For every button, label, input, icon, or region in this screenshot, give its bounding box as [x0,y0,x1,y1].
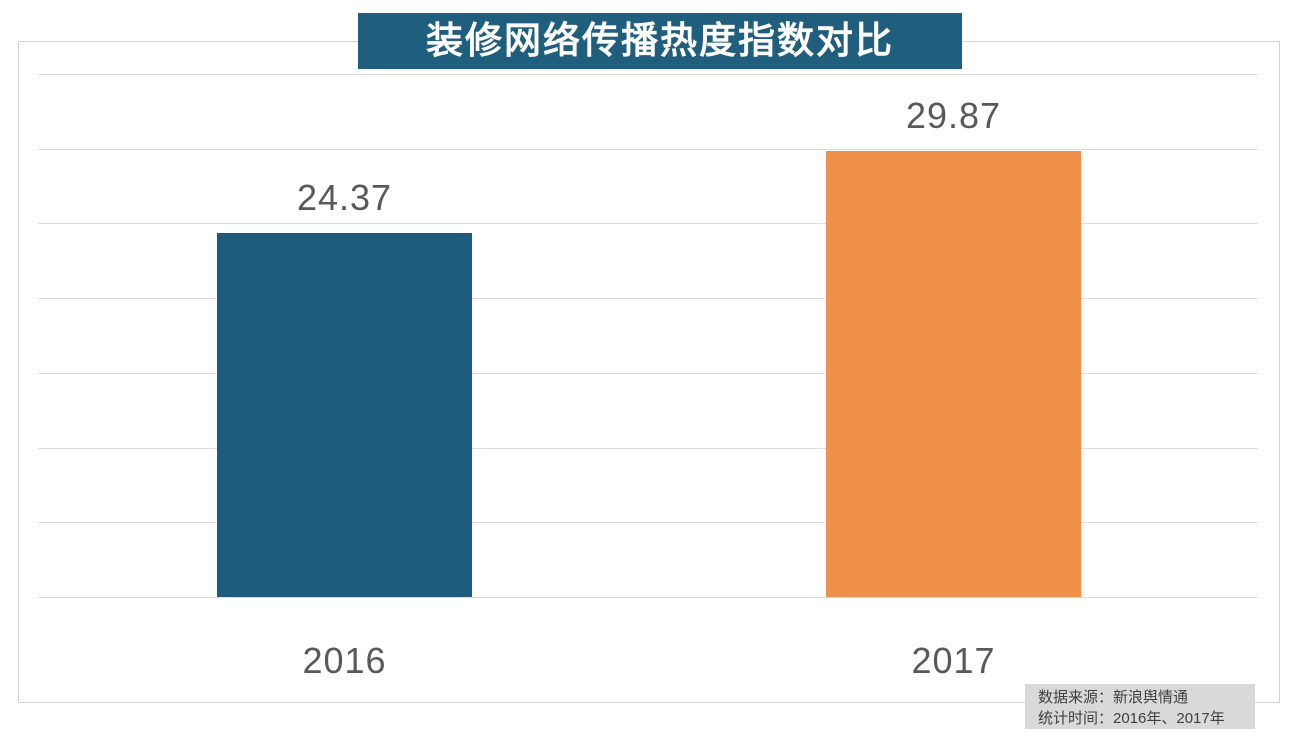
source-note-box: 数据来源：新浪舆情通 统计时间：2016年、2017年 [1025,684,1255,729]
gridline [38,298,1258,299]
gridline [38,149,1258,150]
gridline [38,597,1258,598]
gridline [38,522,1258,523]
chart-title-box: 装修网络传播热度指数对比 [358,13,962,69]
source-line: 数据来源：新浪舆情通 [1038,689,1189,706]
value-label-2017: 29.87 [905,95,1002,136]
gridline [38,373,1258,374]
bar-2016 [217,233,472,597]
bar-2017 [826,151,1081,597]
gridline [38,223,1258,224]
gridline [38,448,1258,449]
stat-time-line: 统计时间：2016年、2017年 [1038,710,1225,727]
gridline [38,74,1258,75]
chart-area-border [18,41,1280,703]
value-label-2016: 24.37 [296,177,393,218]
category-label-2016: 2016 [302,640,387,681]
chart-title: 装修网络传播热度指数对比 [426,20,894,61]
category-label-2017: 2017 [911,640,996,681]
